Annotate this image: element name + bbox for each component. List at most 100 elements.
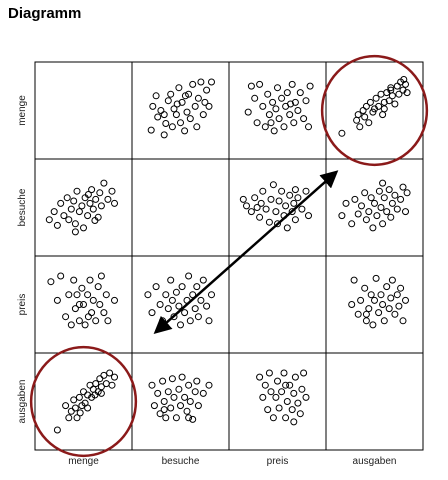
points-menge-preis xyxy=(244,80,314,135)
data-point xyxy=(362,216,370,224)
data-point xyxy=(94,283,102,291)
data-point xyxy=(175,385,183,393)
data-point xyxy=(247,82,255,90)
data-point xyxy=(397,284,405,292)
data-point xyxy=(380,105,388,113)
data-point xyxy=(60,212,68,220)
data-point xyxy=(193,377,201,385)
data-point xyxy=(148,381,156,389)
panel-preis-besuche xyxy=(131,255,230,354)
column-label-besuche: besuche xyxy=(162,456,200,467)
data-point xyxy=(71,220,79,228)
data-point xyxy=(89,205,97,213)
data-point xyxy=(181,393,189,401)
panel-besuche-menge xyxy=(34,158,133,257)
data-point xyxy=(372,94,380,102)
data-point xyxy=(361,113,369,121)
data-point xyxy=(275,404,283,412)
data-point xyxy=(91,391,99,399)
data-point xyxy=(63,194,71,202)
data-point xyxy=(385,305,393,313)
data-point xyxy=(290,418,298,426)
data-point xyxy=(290,119,298,127)
data-point xyxy=(380,317,388,325)
points-ausgaben-menge xyxy=(53,369,118,434)
data-point xyxy=(88,186,96,194)
data-point xyxy=(65,291,73,299)
data-point xyxy=(71,404,79,412)
data-point xyxy=(388,276,396,284)
data-point xyxy=(100,371,108,379)
data-point xyxy=(185,381,193,389)
data-point xyxy=(80,301,87,308)
data-point xyxy=(78,202,86,210)
data-point xyxy=(282,414,290,422)
data-point xyxy=(278,94,286,102)
data-point xyxy=(391,310,399,318)
panel-menge-menge xyxy=(34,61,133,160)
data-point xyxy=(256,80,264,88)
data-point xyxy=(399,183,407,191)
data-point xyxy=(92,380,100,388)
data-point xyxy=(177,119,184,127)
data-point xyxy=(402,80,409,88)
data-point xyxy=(270,127,278,135)
data-point xyxy=(369,224,377,232)
data-point xyxy=(287,100,294,108)
panel-besuche-ausgaben xyxy=(325,158,424,257)
data-point xyxy=(147,126,155,134)
data-point xyxy=(67,205,75,213)
data-point xyxy=(291,373,299,381)
data-point xyxy=(261,123,269,131)
data-point xyxy=(168,375,176,383)
panel-ausgaben-preis xyxy=(228,352,327,451)
data-point xyxy=(89,296,97,304)
data-point xyxy=(175,84,183,92)
data-point xyxy=(102,291,110,299)
data-point xyxy=(383,208,391,216)
data-point xyxy=(365,208,373,216)
data-point xyxy=(294,107,302,114)
data-point xyxy=(397,195,405,203)
data-point xyxy=(194,402,202,410)
data-point xyxy=(156,410,164,418)
data-point xyxy=(71,305,79,313)
data-point xyxy=(170,105,178,113)
data-point xyxy=(199,389,207,397)
data-point xyxy=(362,310,370,318)
highlight-circle-ausgaben-menge xyxy=(29,345,138,458)
data-point xyxy=(92,317,100,325)
data-point xyxy=(351,195,359,203)
data-point xyxy=(186,398,194,405)
data-point xyxy=(274,84,281,92)
data-point xyxy=(369,321,377,329)
data-point xyxy=(97,383,105,391)
data-point xyxy=(62,313,70,321)
data-point xyxy=(172,414,180,422)
data-point xyxy=(256,373,264,381)
data-point xyxy=(298,385,306,393)
data-point xyxy=(73,414,81,422)
panel-ausgaben-besuche xyxy=(131,352,230,451)
data-point xyxy=(387,294,395,302)
data-point xyxy=(185,414,193,422)
data-point xyxy=(291,98,299,106)
data-point xyxy=(111,373,118,381)
data-point xyxy=(393,291,401,299)
data-point xyxy=(205,102,213,110)
data-point xyxy=(265,369,273,377)
data-point xyxy=(354,310,362,318)
data-point xyxy=(288,80,296,88)
data-point xyxy=(362,102,370,110)
data-point xyxy=(300,115,308,123)
data-point xyxy=(302,97,310,105)
data-point xyxy=(400,76,408,83)
data-point xyxy=(75,301,83,308)
data-point xyxy=(159,377,167,385)
data-point xyxy=(50,208,58,216)
data-point xyxy=(160,406,168,414)
data-point xyxy=(84,404,92,412)
data-point xyxy=(149,102,157,110)
diagonal-symmetry-arrow xyxy=(153,170,339,334)
points-preis-ausgaben xyxy=(348,274,409,329)
